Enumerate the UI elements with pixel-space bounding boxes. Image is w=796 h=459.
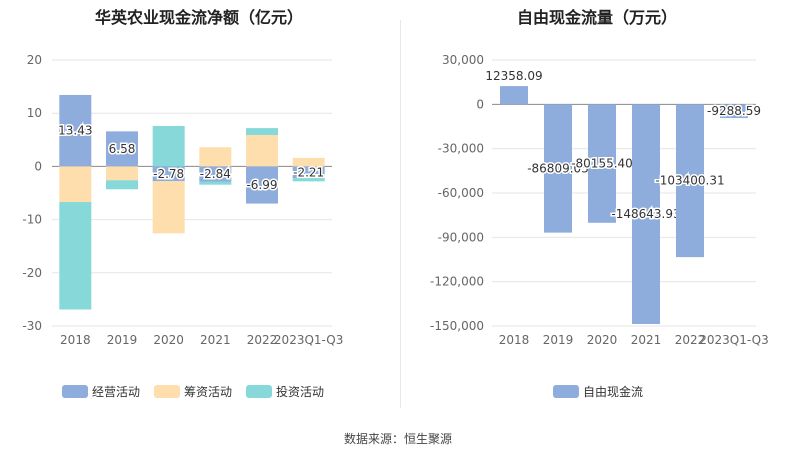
left-data-label-halo: -6.99 [246, 178, 277, 192]
legend-swatch [553, 385, 579, 398]
left-bar-financing [59, 166, 92, 203]
right-x-tick-label: 2023Q1-Q3 [699, 333, 768, 347]
left-legend-item[interactable]: 筹资活动 [154, 383, 232, 400]
right-data-label: 12358.09 [485, 69, 542, 83]
left-bar-operating [246, 166, 278, 204]
left-bar-financing [292, 157, 325, 167]
left-data-label-halo: 13.43 [58, 124, 92, 138]
right-data-label-halo: -86809.03 [527, 161, 589, 175]
right-x-tick-label: 2019 [543, 333, 574, 347]
right-y-tick-label: -150,000 [430, 319, 484, 333]
right-x-tick-label: 2022 [675, 333, 706, 347]
right-y-tick-label: 0 [476, 97, 484, 111]
left-y-tick-label: -10 [22, 213, 42, 227]
right-x-tick-label: 2020 [587, 333, 618, 347]
left-x-tick-label: 2019 [107, 333, 138, 347]
legend-swatch [154, 385, 181, 398]
right-chart-legend: 自由现金流 [553, 383, 643, 400]
left-bar-operating [199, 166, 232, 182]
left-bar-financing [152, 181, 185, 234]
right-y-tick-label: -60,000 [438, 186, 484, 200]
legend-label: 经营活动 [92, 385, 141, 399]
chart-divider [400, 20, 401, 408]
legend-swatch [246, 385, 273, 398]
left-chart-legend: 经营活动 筹资活动 投资活动 [62, 383, 324, 400]
right-data-label: -9288.59 [707, 104, 761, 118]
right-bar-free-cash-flow [632, 104, 660, 324]
right-bar-free-cash-flow [676, 104, 704, 258]
left-data-label-halo: -2.21 [293, 165, 324, 179]
left-y-tick-label: -20 [22, 266, 42, 280]
right-data-label: -86809.03 [527, 161, 589, 175]
right-bar-free-cash-flow [544, 104, 572, 233]
left-bar-financing [246, 135, 278, 167]
right-bar-free-cash-flow [720, 104, 748, 119]
left-data-label-halo: 6.58 [109, 142, 136, 156]
right-y-tick-label: 30,000 [442, 53, 484, 67]
left-bar-investing [199, 181, 232, 185]
right-y-tick-label: -120,000 [430, 275, 484, 289]
right-legend-item[interactable]: 自由现金流 [553, 383, 643, 400]
left-bar-operating [59, 94, 92, 167]
left-data-label-halo: -2.78 [153, 167, 184, 181]
right-data-label-halo: -103400.31 [655, 174, 724, 188]
left-y-tick-label: 10 [27, 106, 42, 120]
left-bar-financing [199, 147, 232, 167]
legend-label: 筹资活动 [184, 385, 233, 399]
legend-label: 自由现金流 [583, 385, 644, 399]
right-chart-title: 自由现金流量（万元） [516, 8, 677, 27]
left-bar-operating [106, 131, 138, 167]
left-bar-investing [152, 125, 185, 167]
left-data-label: 13.43 [58, 124, 92, 138]
left-legend-item[interactable]: 投资活动 [246, 383, 324, 400]
legend-swatch [62, 385, 88, 398]
left-x-tick-label: 2023Q1-Q3 [274, 333, 343, 347]
left-x-tick-label: 2018 [60, 333, 91, 347]
right-data-label-halo: -80155.40 [571, 157, 633, 171]
right-data-label: -148643.93 [611, 207, 680, 221]
left-bar-investing [246, 128, 278, 136]
right-bar-free-cash-flow [500, 86, 528, 105]
left-y-tick-label: -30 [22, 319, 42, 333]
right-x-tick-label: 2021 [631, 333, 662, 347]
right-data-label: -80155.40 [571, 157, 633, 171]
right-y-tick-label: -30,000 [438, 142, 484, 156]
left-x-tick-label: 2020 [153, 333, 184, 347]
legend-label: 投资活动 [276, 385, 325, 399]
left-y-tick-label: 0 [34, 159, 42, 173]
left-chart-title: 华英农业现金流净额（亿元） [94, 8, 303, 27]
left-data-label: -2.84 [200, 167, 231, 181]
left-bar-operating [152, 166, 185, 182]
left-data-label: -2.78 [153, 167, 184, 181]
left-bar-investing [106, 180, 138, 190]
right-data-label: -103400.31 [655, 174, 724, 188]
left-bar-investing [292, 178, 325, 182]
left-bar-investing [59, 202, 92, 310]
left-y-tick-label: 20 [27, 53, 42, 67]
left-bar-operating [292, 166, 325, 179]
right-data-label-halo: -9288.59 [707, 104, 761, 118]
right-data-label-halo: 12358.09 [485, 69, 542, 83]
left-legend-item[interactable]: 经营活动 [62, 383, 140, 400]
left-x-tick-label: 2021 [200, 333, 231, 347]
right-y-tick-label: -90,000 [438, 230, 484, 244]
right-data-label-halo: -148643.93 [611, 207, 680, 221]
left-data-label: 6.58 [109, 142, 136, 156]
left-x-tick-label: 2022 [247, 333, 278, 347]
right-x-tick-label: 2018 [499, 333, 530, 347]
left-data-label-halo: -2.84 [200, 167, 231, 181]
left-data-label: -6.99 [246, 178, 277, 192]
data-source-note: 数据来源：恒生聚源 [343, 432, 452, 446]
left-bar-financing [106, 166, 138, 181]
right-bar-free-cash-flow [588, 104, 616, 223]
left-data-label: -2.21 [293, 165, 324, 179]
